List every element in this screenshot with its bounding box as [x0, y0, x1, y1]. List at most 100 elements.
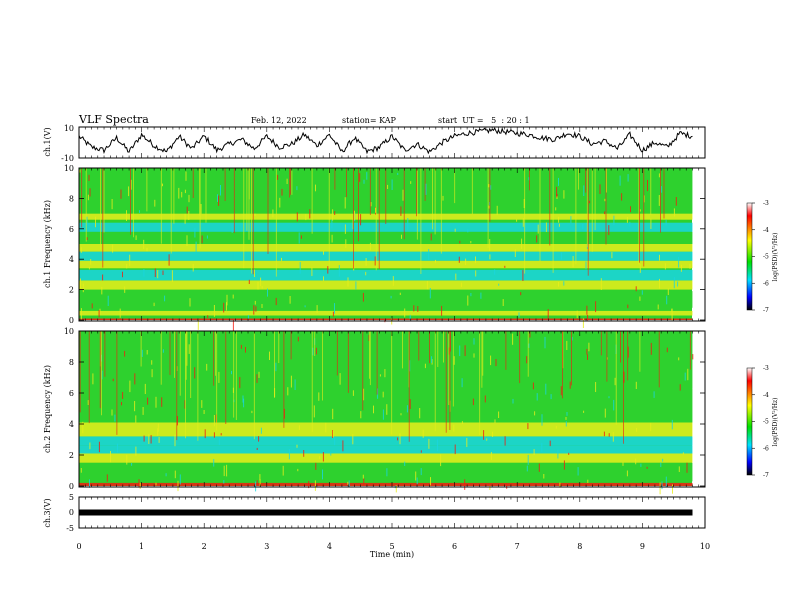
ch2-spectrogram-speckle [258, 436, 260, 442]
x-tick-label: 4 [327, 542, 332, 551]
ch3-waveform-line [79, 509, 693, 516]
ch2-spectrogram-speckle [116, 443, 118, 453]
ch2-spectrogram-speckle [608, 396, 610, 399]
ch1-spectrogram-speckle [639, 209, 641, 212]
ch2-spectrogram-speckle [453, 356, 455, 365]
ch2-colorbar-tick-label: -7 [763, 472, 769, 479]
ch2-spectrogram-speckle [177, 480, 179, 492]
ch2-spectrogram-speckle [490, 452, 492, 460]
ch1-spectrogram-speckle [586, 305, 588, 315]
ch1-spectrogram-speckle [162, 183, 163, 187]
ch1-spectrogram-band [79, 310, 693, 316]
ch2-colorbar-tick-label: -5 [763, 419, 769, 426]
ch3-ytick-middle: 0 [69, 508, 74, 517]
ch1-spectrogram-speckle [547, 309, 549, 320]
ch1-spectrogram-speckle [583, 185, 585, 196]
ch1-spectrogram-speckle [101, 286, 103, 295]
x-tick-label: 10 [700, 542, 710, 551]
ch1-spectrogram-speckle [370, 202, 372, 207]
ch2-spectrogram-speckle [143, 435, 145, 442]
x-tick-label: 3 [264, 542, 269, 551]
ch1-spectrogram-speckle [522, 270, 524, 281]
ch2-spectrogram-speckle [661, 481, 663, 490]
ch2-spectrogram-speckle [131, 463, 133, 466]
ch2-spectrogram-speckle [566, 412, 568, 416]
ch1-spectrogram-speckle [595, 301, 597, 313]
ch1-spectrogram-speckle [107, 295, 109, 306]
ch1-spectrogram-speckle [621, 193, 623, 201]
ch1-spectrogram-speckle [496, 205, 498, 216]
ch2-spectrogram-speckle [464, 479, 466, 490]
ch2-spectrogram-speckle [543, 474, 545, 479]
ch1-spectrogram-speckle [680, 264, 682, 272]
ch2-spectrogram-speckle [347, 481, 349, 485]
ch2-spectrogram-speckle [409, 360, 411, 372]
ch2-spectrogram-speckle [179, 474, 181, 485]
ch2-spectrogram-ytick-label: 6 [69, 389, 74, 398]
ch1-spectrogram-speckle [671, 308, 673, 321]
ch2-spectrogram-speckle [430, 477, 431, 486]
ch1-spectrogram-speckle [365, 271, 367, 276]
ch2-spectrogram-ytick-label: 0 [69, 482, 74, 491]
start-time-label: start UT = 5 : 20 : 1 [438, 116, 530, 125]
ch1-spectrogram-speckle [407, 218, 409, 230]
ch1-spectrogram-speckle [311, 267, 313, 276]
ch1-spectrogram-speckle [122, 271, 123, 278]
ch1-spectrogram-speckle [627, 174, 629, 182]
ch2-spectrogram-speckle [204, 429, 206, 439]
ch1-spectrogram-ytick-label: 0 [69, 316, 74, 325]
ch1-spectrogram-speckle [359, 173, 361, 182]
ch2-spectrogram-speckle [255, 481, 257, 492]
ch1-spectrogram-speckle [90, 259, 92, 265]
ch2-spectrogram-bands [79, 331, 694, 495]
ch1-spectrogram-speckle [558, 281, 559, 287]
ch1-spectrogram-speckle [139, 210, 140, 213]
ch1-spectrogram-speckle [494, 269, 496, 275]
ch1-spectrogram-speckle [162, 270, 164, 275]
ch1-spectrogram-speckle [95, 216, 96, 228]
ch2-spectrogram-speckle [203, 410, 205, 414]
ch2-spectrogram-speckle [201, 400, 203, 408]
ch1-spectrogram-speckle [168, 254, 170, 266]
ch2-spectrogram-speckle [157, 428, 159, 436]
ch2-spectrogram-speckle [259, 474, 261, 481]
ch2-spectrogram-speckle [174, 434, 176, 447]
ch2-spectrogram-speckle [112, 378, 114, 382]
ch2-spectrogram-speckle [533, 449, 535, 455]
ch2-spectrogram-speckle [545, 383, 547, 395]
ch1-spectrogram-speckle [667, 288, 669, 295]
ch1-spectrogram-speckle [331, 234, 333, 243]
ch1-spectrogram-speckle [296, 212, 298, 222]
ch1-spectrogram-speckle [518, 312, 520, 318]
ch2-spectrogram-speckle [126, 454, 128, 465]
ch1-spectrogram-speckle [91, 303, 93, 309]
ch1-spectrogram-speckle [441, 305, 443, 316]
ch1-spectrogram-speckle [516, 219, 518, 222]
ch2-spectrogram-ytick-label: 2 [69, 451, 74, 460]
ch2-spectrogram-speckle [498, 411, 500, 418]
ch1-spectrogram-speckle [563, 190, 565, 199]
ch2-spectrogram-speckle [577, 467, 579, 476]
ch1-spectrogram-speckle [354, 210, 355, 221]
ch2-spectrogram-speckle [269, 351, 270, 360]
ch1-spectrogram-speckle [248, 279, 250, 284]
ch1-spectrogram-speckle [600, 278, 602, 290]
ch2-spectrogram-speckle [382, 391, 384, 398]
ch2-spectrogram-speckle [134, 401, 136, 412]
ch2-spectrogram-speckle [106, 474, 108, 482]
ch2-spectrogram-speckle [256, 447, 258, 450]
ch1-spectrogram-speckle [197, 319, 199, 330]
ch2-spectrogram-speckle [129, 380, 131, 393]
ch1-spectrogram-speckle [260, 277, 262, 287]
ch1-spectrogram-speckle [417, 306, 419, 312]
ch1-spectrogram-speckle [558, 177, 559, 186]
ch2-spectrogram-speckle [636, 427, 638, 432]
ch2-spectrogram-band [79, 453, 693, 463]
ch2-spectrogram-speckle [627, 346, 629, 358]
ch1-spectrogram-speckle [164, 295, 166, 302]
ch2-spectrogram-speckle [87, 400, 89, 405]
ch2-spectrogram-speckle [659, 482, 661, 495]
ch1-spectrogram-speckle [442, 195, 444, 201]
ch1-spectrogram-speckle [323, 276, 324, 281]
ch1-spectrogram-speckle [124, 286, 126, 293]
